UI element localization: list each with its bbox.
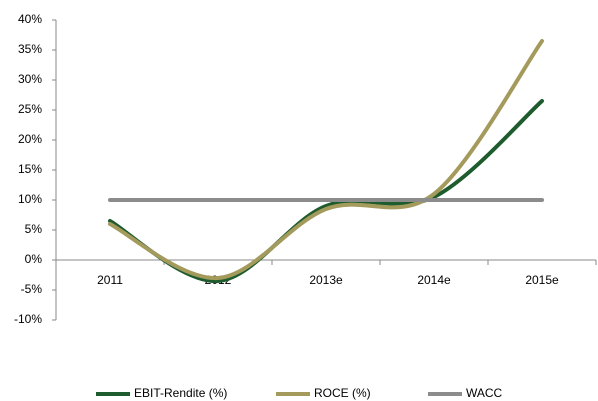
y-tick-label: 10% xyxy=(18,192,42,206)
y-tick-label: 30% xyxy=(18,72,42,86)
y-tick-label: -5% xyxy=(21,282,43,296)
x-tick-label: 2015e xyxy=(525,273,559,287)
series-line xyxy=(108,99,544,284)
legend-label: ROCE (%) xyxy=(314,386,371,400)
x-tick-label: 2014e xyxy=(417,273,451,287)
legend-label: WACC xyxy=(466,386,503,400)
y-tick-label: 0% xyxy=(25,252,43,266)
legend-label: EBIT-Rendite (%) xyxy=(134,386,227,400)
y-tick-label: 15% xyxy=(18,162,42,176)
y-tick-label: 35% xyxy=(18,42,42,56)
y-tick-label: -10% xyxy=(14,312,42,326)
x-tick-label: 2013e xyxy=(309,273,343,287)
y-tick-label: 40% xyxy=(18,12,42,26)
y-tick-label: 25% xyxy=(18,102,42,116)
y-tick-label: 20% xyxy=(18,132,42,146)
x-tick-label: 2011 xyxy=(97,273,123,287)
y-tick-label: 5% xyxy=(25,222,43,236)
series-line xyxy=(108,39,544,281)
